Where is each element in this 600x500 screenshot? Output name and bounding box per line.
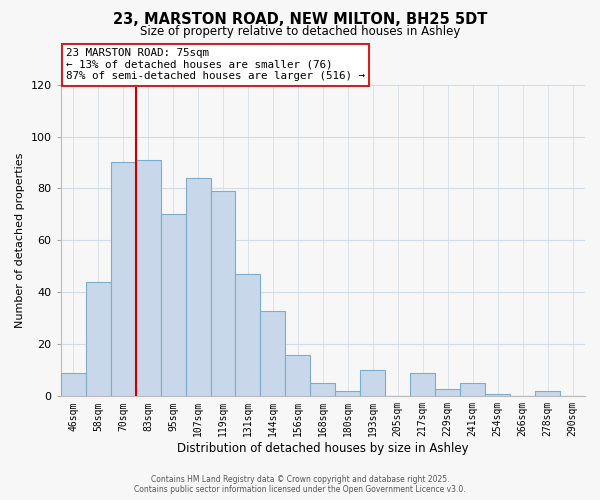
Bar: [185, 178, 211, 396]
Bar: [110, 162, 136, 396]
Bar: [335, 391, 361, 396]
Y-axis label: Number of detached properties: Number of detached properties: [15, 153, 25, 328]
Bar: [260, 310, 286, 396]
Bar: [460, 384, 485, 396]
Bar: [211, 191, 235, 396]
Text: 23 MARSTON ROAD: 75sqm
← 13% of detached houses are smaller (76)
87% of semi-det: 23 MARSTON ROAD: 75sqm ← 13% of detached…: [66, 48, 365, 82]
Text: Size of property relative to detached houses in Ashley: Size of property relative to detached ho…: [140, 25, 460, 38]
Text: 23, MARSTON ROAD, NEW MILTON, BH25 5DT: 23, MARSTON ROAD, NEW MILTON, BH25 5DT: [113, 12, 487, 28]
X-axis label: Distribution of detached houses by size in Ashley: Distribution of detached houses by size …: [177, 442, 469, 455]
Bar: [286, 355, 310, 397]
Bar: [61, 373, 86, 396]
Text: Contains HM Land Registry data © Crown copyright and database right 2025.
Contai: Contains HM Land Registry data © Crown c…: [134, 474, 466, 494]
Bar: [535, 391, 560, 396]
Bar: [235, 274, 260, 396]
Bar: [361, 370, 385, 396]
Bar: [410, 373, 435, 396]
Bar: [161, 214, 185, 396]
Bar: [86, 282, 110, 397]
Bar: [485, 394, 510, 396]
Bar: [435, 388, 460, 396]
Bar: [310, 384, 335, 396]
Bar: [136, 160, 161, 396]
